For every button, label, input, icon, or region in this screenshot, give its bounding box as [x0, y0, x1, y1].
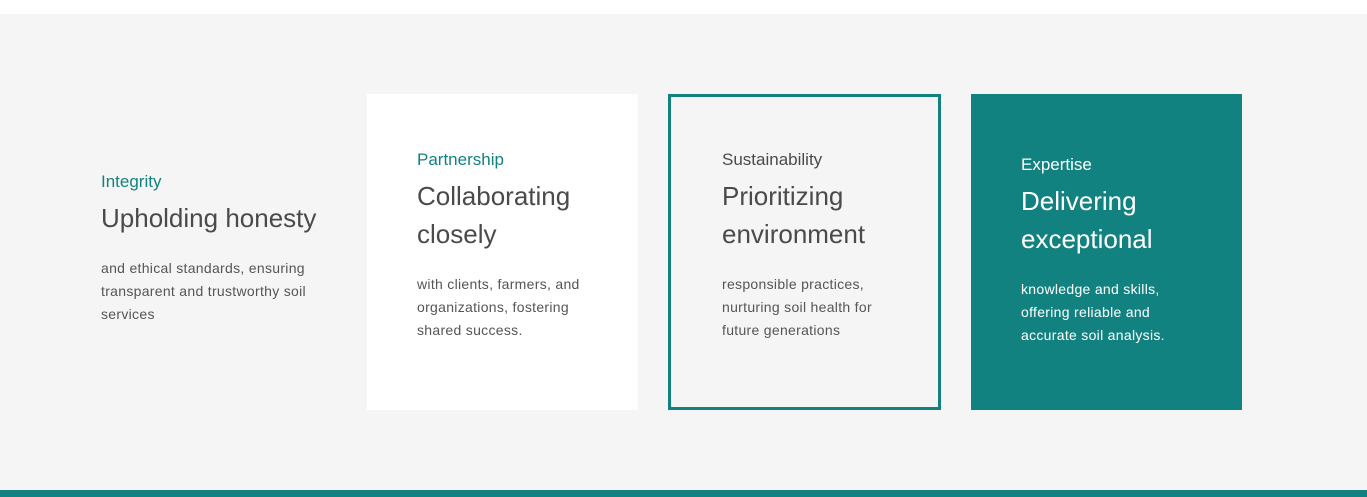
- card-eyebrow: Integrity: [101, 172, 162, 191]
- card-body: and ethical standards, ensuring transpar…: [101, 260, 306, 322]
- card-headline: Upholding honesty: [101, 203, 317, 233]
- card-eyebrow: Sustainability: [722, 150, 823, 169]
- footer-accent-bar: [0, 490, 1367, 497]
- value-card-partnership: Partnership Collaborating closely with c…: [367, 94, 638, 410]
- card-body: with clients, farmers, and organizations…: [417, 276, 580, 338]
- value-card-sustainability: Sustainability Prioritizing environment …: [668, 94, 941, 410]
- card-eyebrow: Expertise: [1021, 155, 1092, 174]
- card-body: knowledge and skills, offering reliable …: [1021, 281, 1165, 343]
- card-headline: Collaborating closely: [417, 181, 571, 249]
- card-headline: Delivering exceptional: [1021, 186, 1153, 254]
- card-headline: Prioritizing environment: [722, 181, 866, 249]
- value-card-expertise: Expertise Delivering exceptional knowled…: [971, 94, 1242, 410]
- page-top-strip: [0, 0, 1367, 14]
- card-eyebrow: Partnership: [417, 150, 504, 169]
- card-body: responsible practices, nurturing soil he…: [722, 276, 872, 338]
- value-card-integrity: Integrity Upholding honesty and ethical …: [101, 172, 341, 326]
